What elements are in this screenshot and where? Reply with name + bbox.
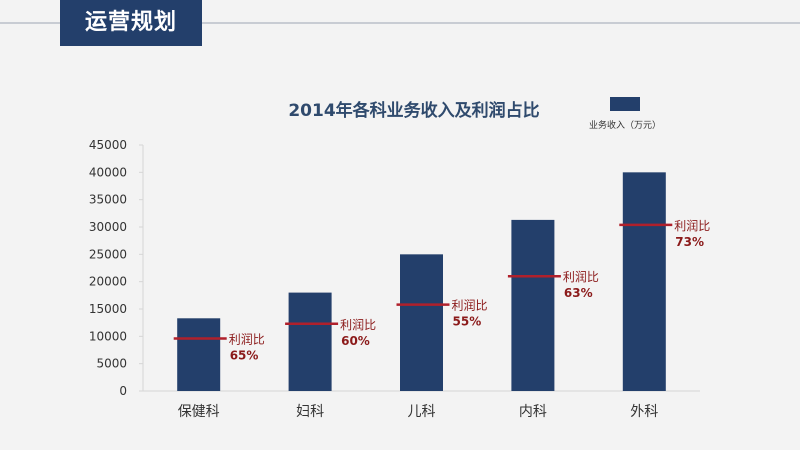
y-tick-label: 40000 xyxy=(89,165,127,179)
bar xyxy=(622,172,666,391)
y-tick-label: 0 xyxy=(119,384,127,398)
bar xyxy=(400,254,443,391)
profit-ratio-label: 利润比 xyxy=(452,299,488,313)
bar xyxy=(177,318,221,391)
profit-ratio-label: 利润比 xyxy=(340,318,376,332)
profit-ratio-value: 63% xyxy=(564,286,593,300)
page-title: 运营规划 xyxy=(60,0,202,46)
y-tick-label: 35000 xyxy=(89,193,127,207)
y-tick-label: 30000 xyxy=(89,220,127,234)
bar xyxy=(511,219,555,391)
y-tick-label: 15000 xyxy=(89,302,127,316)
x-category-label: 妇科 xyxy=(296,403,324,420)
x-category-label: 儿科 xyxy=(408,404,436,420)
bar xyxy=(288,292,332,391)
legend-label: 业务收入（万元） xyxy=(589,119,661,131)
y-axis: 0 5000 10000 15000 20000 25000 30000 35000 40000… xyxy=(89,138,700,398)
profit-ratio-value: 55% xyxy=(453,315,482,329)
x-category-label: 保健科 xyxy=(178,404,220,420)
legend-swatch xyxy=(610,97,640,111)
profit-ratio-value: 65% xyxy=(230,349,259,363)
profit-ratio-value: 73% xyxy=(675,235,704,249)
header-rule xyxy=(0,22,800,24)
x-category-label: 内科 xyxy=(519,404,547,420)
y-tick-label: 20000 xyxy=(89,275,127,289)
y-tick-label: 10000 xyxy=(89,329,127,343)
y-tick-label: 5000 xyxy=(96,357,127,371)
profit-ratio-label: 利润比 xyxy=(674,219,710,233)
plot-area: 利润比 65% 保健科 利润比 60% 妇科 利润比 55% 儿科 利润比 63% 内科 利润比 73% 外… xyxy=(173,172,710,420)
x-category-label: 外科 xyxy=(630,404,658,420)
y-tick-label: 25000 xyxy=(89,247,127,261)
profit-ratio-label: 利润比 xyxy=(563,270,599,284)
profit-ratio-label: 利润比 xyxy=(229,333,265,347)
chart-title: 2014年各科业务收入及利润占比 xyxy=(288,100,539,121)
y-tick-label: 45000 xyxy=(89,138,127,152)
profit-ratio-value: 60% xyxy=(341,334,370,348)
